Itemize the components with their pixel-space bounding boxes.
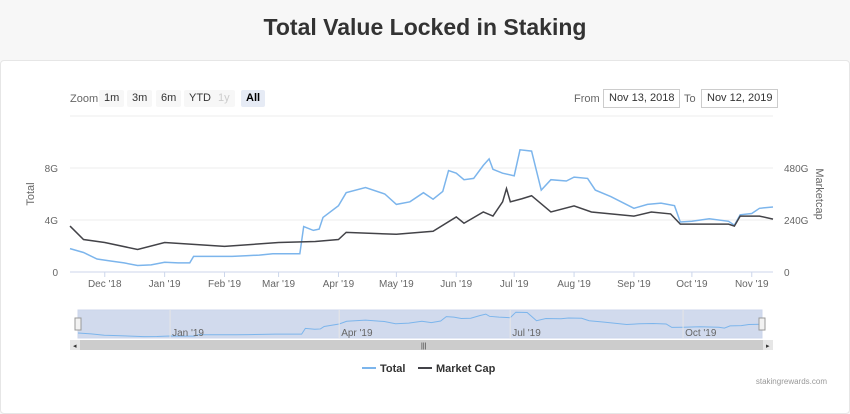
x-tick-label: May '19 — [379, 279, 414, 290]
legend-item-total[interactable]: Total — [380, 363, 405, 375]
from-date-input[interactable]: Nov 13, 2018 — [603, 89, 681, 108]
series-line-market-cap — [69, 185, 774, 251]
x-tick-label: Aug '19 — [557, 279, 591, 290]
navigator-tick-label: Jul '19 — [512, 328, 541, 339]
scrollbar-left-button[interactable] — [70, 340, 80, 350]
zoom-1m-button[interactable]: 1m — [99, 90, 125, 107]
zoom-ytd-button[interactable]: YTD — [184, 90, 216, 107]
x-tick-label: Sep '19 — [617, 279, 651, 290]
series-line-total — [69, 148, 774, 267]
x-tick-label: Dec '18 — [88, 279, 122, 290]
y-left-tick-label: 0 — [52, 268, 58, 279]
x-tick-label: Feb '19 — [208, 279, 241, 290]
navigator-tick-label: Jan '19 — [172, 328, 204, 339]
chart-card — [0, 60, 850, 414]
x-tick-label: Apr '19 — [323, 279, 355, 290]
page-title: Total Value Locked in Staking — [263, 14, 587, 40]
x-tick-label: Jul '19 — [500, 279, 529, 290]
navigator-tick-label: Oct '19 — [685, 328, 717, 339]
scrollbar[interactable] — [70, 340, 773, 350]
zoom-3m-button[interactable]: 3m — [127, 90, 153, 107]
arrow-left-icon: ◂ — [73, 343, 77, 350]
zoom-6m-button[interactable]: 6m — [156, 90, 182, 107]
x-tick-label: Mar '19 — [262, 279, 295, 290]
y-right-tick-label: 240G — [784, 216, 809, 227]
x-tick-label: Nov '19 — [735, 279, 769, 290]
navigator-left-handle[interactable] — [74, 317, 82, 331]
x-tick-label: Oct '19 — [676, 279, 708, 290]
grip-icon: ||| — [421, 343, 427, 350]
arrow-right-icon: ▸ — [766, 343, 770, 350]
to-date-input[interactable]: Nov 12, 2019 — [701, 89, 779, 108]
zoom-label: Zoom — [70, 93, 99, 105]
navigator-series — [77, 311, 763, 338]
zoom-all-button[interactable]: All — [241, 90, 266, 107]
y-right-tick-label: 480G — [784, 164, 809, 175]
y-right-tick-label: 0 — [784, 268, 790, 279]
navigator-tick-label: Apr '19 — [341, 328, 373, 339]
x-tick-label: Jan '19 — [149, 279, 181, 290]
y-left-tick-label: 8G — [45, 164, 59, 175]
legend-item-market-cap[interactable]: Market Cap — [436, 363, 496, 375]
zoom-1y-button[interactable]: 1y — [213, 90, 235, 107]
from-label: From — [574, 93, 600, 105]
scrollbar-right-button[interactable] — [763, 340, 773, 350]
to-label: To — [684, 93, 696, 105]
navigator-right-handle[interactable] — [758, 317, 766, 331]
x-tick-label: Jun '19 — [440, 279, 472, 290]
credit-link[interactable]: stakingrewards.com — [756, 377, 827, 386]
y-right-axis-title: Marketcap — [813, 168, 825, 219]
y-left-tick-label: 4G — [45, 216, 59, 227]
y-left-axis-title: Total — [25, 182, 37, 205]
